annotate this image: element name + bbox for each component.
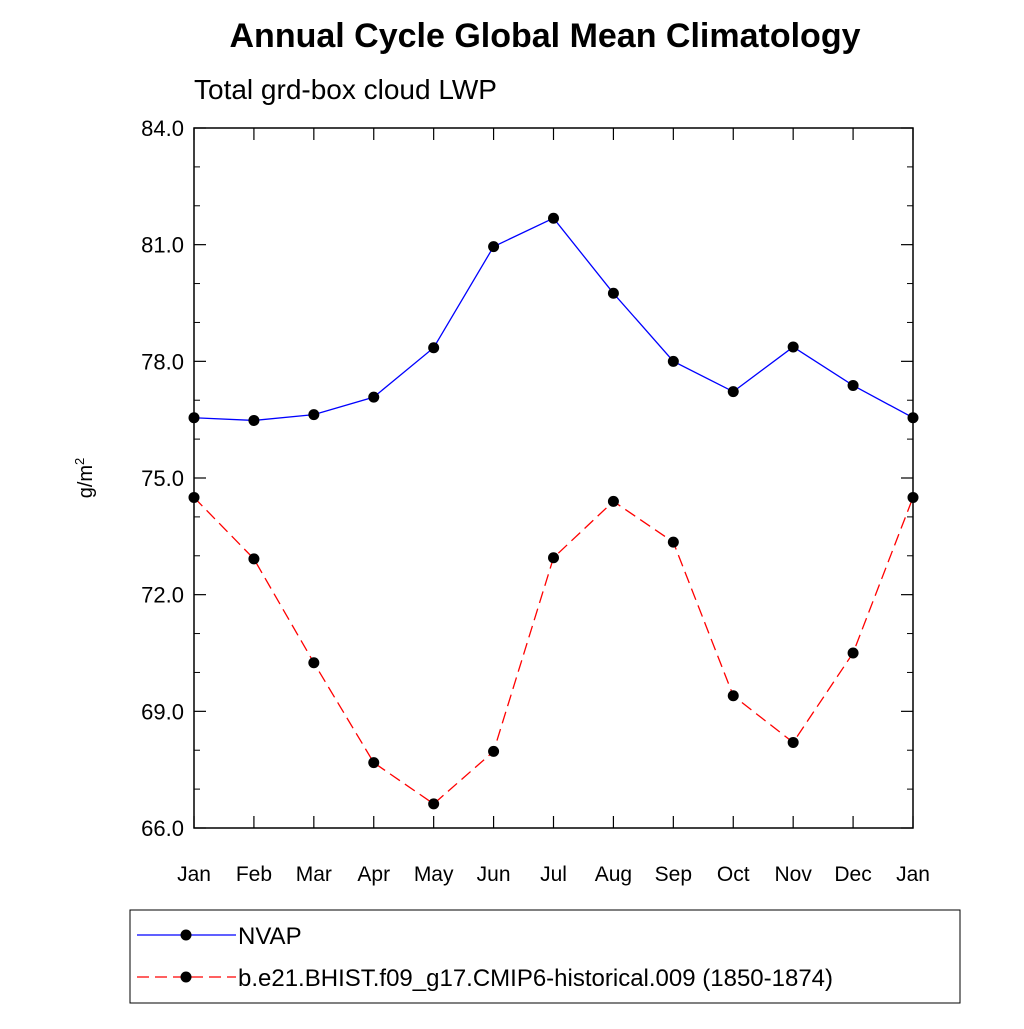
series-2-point	[548, 552, 559, 564]
x-tick-label: Sep	[655, 863, 692, 886]
series-1-point	[607, 287, 619, 299]
x-tick-label: Jan	[896, 863, 930, 886]
series-2-point	[907, 491, 919, 503]
legend-label-1: NVAP	[238, 923, 302, 950]
y-axis-title: g/m2	[72, 458, 97, 499]
series-1-point	[548, 212, 559, 224]
x-tick-label: Aug	[595, 863, 632, 886]
x-tick-label: Feb	[236, 863, 272, 886]
data-series	[188, 212, 919, 810]
series-2-point	[727, 690, 739, 702]
series-1-line	[193, 217, 914, 422]
series-1-point	[667, 355, 679, 367]
y-axis-label-superscript: 2	[72, 458, 87, 465]
x-tick-label: May	[414, 863, 454, 886]
x-tick-label: Dec	[834, 863, 871, 886]
y-tick-label: 72.0	[141, 583, 184, 608]
series-2-point	[308, 657, 320, 669]
y-tick-label: 81.0	[141, 233, 184, 258]
y-axis-label: g/m2	[72, 458, 97, 499]
series-2-point	[188, 491, 200, 503]
plot-area	[193, 127, 914, 829]
x-tick-label: Oct	[717, 863, 750, 886]
y-tick-label: 84.0	[141, 116, 184, 141]
y-tick-label: 66.0	[141, 816, 184, 841]
plot-frame	[193, 127, 914, 829]
y-axis-label-unit: g/m	[75, 465, 97, 498]
y-tick-label: 78.0	[141, 349, 184, 374]
series-1-point	[488, 241, 500, 253]
legend-frame	[129, 909, 961, 1004]
series-1-point	[787, 341, 799, 353]
series-2-point	[428, 798, 440, 810]
series-2-point	[787, 736, 799, 748]
x-tick-label: Jul	[540, 863, 567, 886]
series-2-line	[193, 496, 914, 805]
x-tick-label: Nov	[774, 863, 812, 886]
series-2-point	[368, 757, 380, 769]
series-1-point	[847, 379, 859, 391]
y-tick-label: 69.0	[141, 699, 184, 724]
x-tick-label: Jun	[477, 863, 511, 886]
series-1-point	[368, 391, 380, 403]
series-2-point	[248, 553, 260, 565]
series-1-point	[428, 342, 440, 354]
y-tick-label: 75.0	[141, 466, 184, 491]
x-tick-label: Jan	[177, 863, 211, 886]
x-tick-label: Mar	[296, 863, 332, 886]
series-1-point	[188, 412, 200, 424]
chart-subtitle: Total grd-box cloud LWP	[194, 74, 497, 105]
series-1-point	[308, 409, 320, 421]
series-2	[188, 491, 919, 810]
series-2-point	[667, 536, 679, 548]
series-2-point	[847, 647, 859, 659]
series-1-point	[248, 414, 260, 426]
legend-marker-1	[180, 929, 192, 941]
series-2-point	[607, 495, 619, 507]
axes: 66.0 69.0 72.0 75.0 78.0 81.0 84.0 Jan Feb Mar Apr…	[141, 116, 930, 886]
series-2-point	[488, 745, 500, 757]
chart-title: Annual Cycle Global Mean Climatology	[230, 17, 861, 55]
legend: NVAP b.e21.BHIST.f09_g17.CMIP6-historical…	[129, 909, 961, 1004]
legend-label-2: b.e21.BHIST.f09_g17.CMIP6-historical.009…	[238, 965, 833, 992]
series-1-point	[727, 386, 739, 398]
series-1-point	[907, 412, 919, 424]
x-tick-label: Apr	[357, 863, 390, 886]
series-1	[188, 212, 919, 426]
legend-marker-2	[180, 971, 192, 983]
